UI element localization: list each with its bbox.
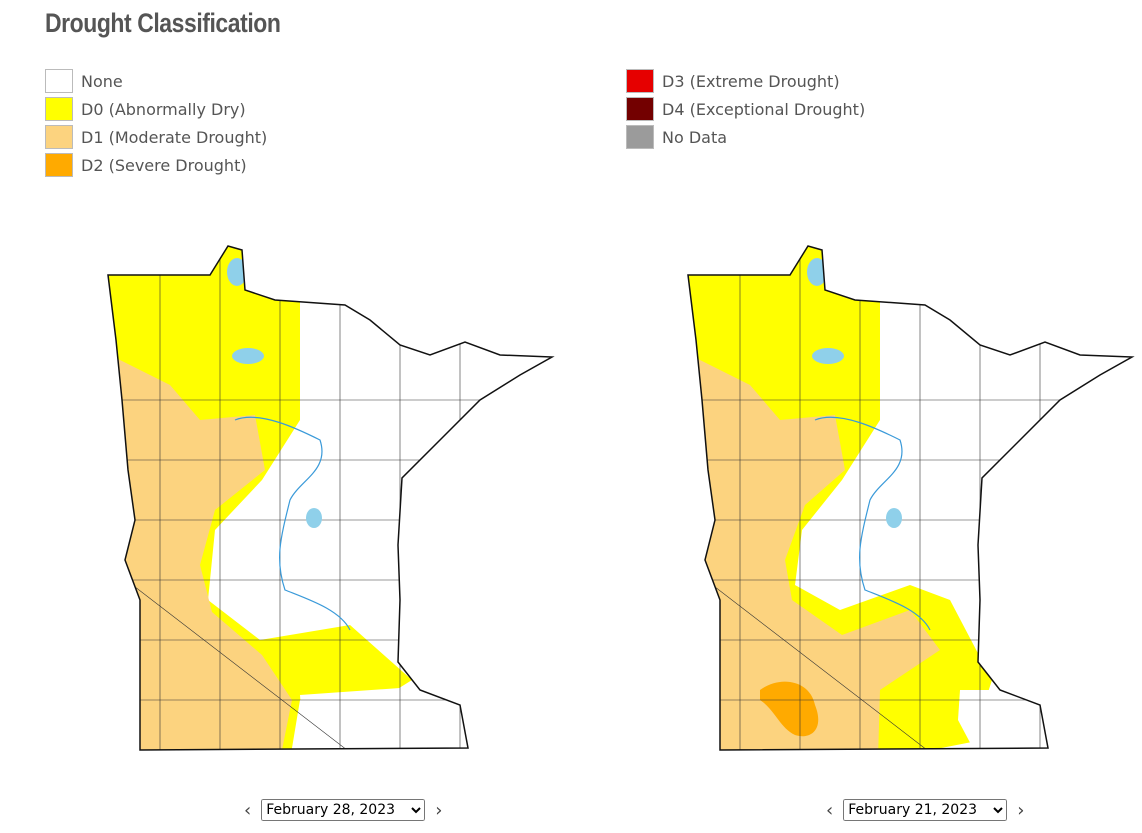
legend-swatch: [626, 69, 654, 93]
date-select[interactable]: February 21, 2023: [843, 799, 1008, 821]
legend-item: D4 (Exceptional Drought): [626, 97, 865, 121]
map-feb-28: [107, 245, 553, 751]
legend-label: D2 (Severe Drought): [81, 155, 247, 175]
next-date[interactable]: ›: [435, 799, 443, 821]
legend-label: D1 (Moderate Drought): [81, 127, 268, 147]
legend-item: None: [45, 69, 123, 93]
prev-date[interactable]: ‹: [826, 799, 834, 821]
legend-label: D0 (Abnormally Dry): [81, 99, 246, 119]
legend-label: D4 (Exceptional Drought): [662, 99, 866, 119]
legend-label: None: [81, 71, 123, 91]
legend-swatch: [45, 97, 73, 121]
legend-swatch: [626, 125, 654, 149]
date-selector: ‹ February 21, 2023 ›: [816, 799, 1034, 821]
date-selector: ‹ February 28, 2023 ›: [234, 799, 452, 821]
date-select[interactable]: February 28, 2023: [261, 799, 426, 821]
maps: [107, 245, 1133, 751]
map-feb-21: [687, 245, 1133, 751]
prev-date[interactable]: ‹: [244, 799, 252, 821]
legend-swatch: [45, 153, 73, 177]
next-date[interactable]: ›: [1017, 799, 1025, 821]
legend-item: D2 (Severe Drought): [45, 153, 247, 177]
legend-swatch: [45, 125, 73, 149]
legend-swatch: [626, 97, 654, 121]
legend-item: D0 (Abnormally Dry): [45, 97, 246, 121]
legend-item: No Data: [626, 125, 727, 149]
legend-item: D1 (Moderate Drought): [45, 125, 267, 149]
legend-label: No Data: [662, 127, 728, 147]
legend-swatch: [45, 69, 73, 93]
page-title: Drought Classification: [45, 8, 281, 38]
legend-item: D3 (Extreme Drought): [626, 69, 840, 93]
legend-label: D3 (Extreme Drought): [662, 71, 840, 91]
